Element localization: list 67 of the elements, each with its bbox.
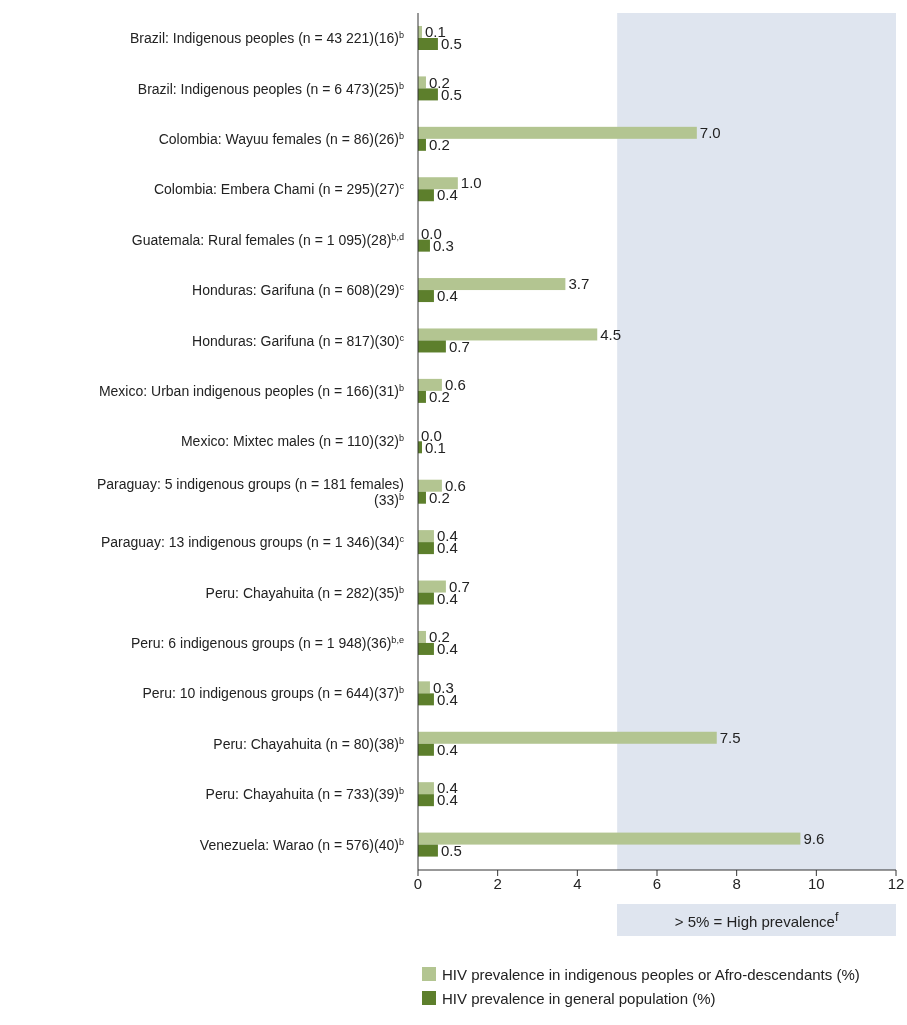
data-label: 3.7 [568, 275, 590, 293]
bar [418, 340, 446, 353]
y-tick-label: Peru: Chayahuita (n = 733)(39)$^{b}$ [205, 786, 404, 803]
x-tick-label: 10 [807, 874, 825, 892]
bar [418, 290, 434, 303]
x-tick-label: 4 [573, 874, 582, 892]
data-label: 0.5 [440, 841, 462, 859]
y-tick-label: Colombia: Embera Chami (n = 295)(27)$^{c}$ [153, 181, 405, 198]
bar [418, 844, 438, 857]
y-tick-label: Honduras: Garifuna (n = 817)(30)$^{c}$ [192, 332, 405, 349]
data-label: 7.0 [699, 124, 721, 142]
bar [418, 681, 430, 694]
bar [418, 189, 434, 202]
y-tick-label: Peru: 6 indigenous groups (n = 1 948)(36)$^{b,e}$ [131, 635, 404, 652]
y-tick-label: Brazil: Indigenous peoples (n = 6 473)(25)$^{b}$ [137, 80, 404, 97]
bar [418, 782, 434, 795]
data-label: 0.7 [448, 337, 470, 355]
y-tick-label: Brazil: Indigenous peoples (n = 43 221)(16)$^{b}$ [130, 30, 404, 47]
bar [418, 731, 717, 744]
x-tick-label: 12 [887, 874, 905, 892]
data-label: 4.5 [600, 325, 622, 343]
bar [418, 592, 434, 605]
data-label: 7.5 [719, 729, 741, 747]
y-tick-label: Paraguay: 13 indigenous groups (n = 1 346)(34)$^{c}$ [100, 534, 405, 551]
bar [418, 832, 801, 845]
data-label: 0.0 [421, 426, 442, 444]
x-tick-label: 6 [652, 874, 662, 892]
bar [418, 38, 438, 50]
data-label: 9.6 [803, 829, 825, 847]
bar [418, 278, 566, 291]
bar [418, 580, 446, 593]
y-tick-label: Mexico: Urban indigenous peoples (n = 166)(31)$^{b}$ [98, 382, 404, 399]
data-label: 0.4 [436, 186, 458, 204]
bar [418, 794, 434, 807]
y-tick-label: Peru: Chayahuita (n = 80)(38)$^{b}$ [213, 735, 404, 752]
bar [418, 743, 434, 756]
x-tick-label: 2 [493, 874, 502, 892]
data-label: 1.0 [460, 174, 482, 192]
data-label: 0.2 [428, 136, 450, 154]
legend-label: HIV prevalence in indigenous peoples or Afro-descendants (%) [442, 965, 860, 983]
bar [418, 126, 697, 139]
bar [418, 542, 434, 555]
bar [418, 177, 458, 190]
legend-label: HIV prevalence in general population (%) [442, 989, 716, 1007]
bar [418, 530, 434, 543]
y-tick-label: Peru: 10 indigenous groups (n = 644)(37)$^{b}$ [142, 685, 404, 702]
bar [418, 328, 598, 341]
y-tick-label: Mexico: Mixtec males (n = 110)(32)$^{b}$ [180, 433, 404, 450]
y-tick-label: Colombia: Wayuu females (n = 86)(26)$^{b}$ [158, 130, 404, 147]
x-tick-label: 8 [732, 874, 741, 892]
x-tick-label: 0 [413, 874, 423, 892]
data-label: 0.4 [436, 741, 458, 759]
data-label: 0.6 [444, 476, 466, 494]
bar [418, 642, 434, 655]
y-tick-label: Venezuela: Warao (n = 576)(40)$^{b}$ [199, 836, 404, 853]
bar [418, 693, 434, 706]
bar [418, 88, 438, 101]
bar [418, 479, 442, 492]
bar [418, 378, 442, 391]
data-label: 0.3 [432, 678, 454, 696]
bar [418, 239, 430, 252]
y-tick-label: Peru: Chayahuita (n = 282)(35)$^{b}$ [205, 584, 404, 601]
band-label: > 5% = High prevalence$^{f}$ [674, 910, 839, 930]
y-tick-label: Paraguay: 5 indigenous groups (n = 181 females)(33)$^{b}$ [96, 475, 404, 508]
y-tick-label: Honduras: Garifuna (n = 608)(29)$^{c}$ [192, 282, 405, 299]
data-label: 0.4 [436, 287, 458, 305]
y-tick-label: Guatemala: Rural females (n = 1 095)(28)$^{b,d}$ [131, 231, 404, 248]
